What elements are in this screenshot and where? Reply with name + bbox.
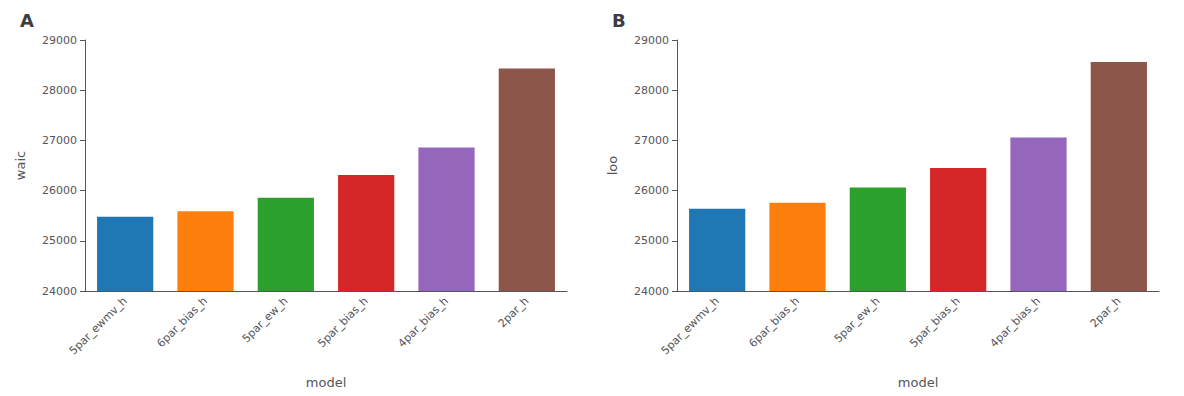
svg-text:25000: 25000 — [42, 234, 77, 247]
svg-text:6par_bias_h: 6par_bias_h — [154, 294, 210, 350]
svg-text:model: model — [306, 375, 346, 390]
svg-text:A: A — [20, 10, 34, 31]
svg-text:28000: 28000 — [634, 84, 669, 97]
svg-text:27000: 27000 — [634, 134, 669, 147]
svg-text:loo: loo — [605, 156, 620, 176]
svg-text:2par_h: 2par_h — [496, 294, 532, 330]
svg-text:5par_ew_h: 5par_ew_h — [832, 294, 883, 345]
svg-text:5par_bias_h: 5par_bias_h — [907, 294, 963, 350]
svg-text:model: model — [898, 375, 938, 390]
svg-text:waic: waic — [13, 151, 28, 180]
svg-text:28000: 28000 — [42, 84, 77, 97]
svg-text:5par_ewmv_h: 5par_ewmv_h — [67, 294, 130, 357]
svg-text:6par_bias_h: 6par_bias_h — [746, 294, 802, 350]
svg-text:5par_bias_h: 5par_bias_h — [315, 294, 371, 350]
svg-text:27000: 27000 — [42, 134, 77, 147]
svg-text:26000: 26000 — [634, 184, 669, 197]
svg-text:5par_ewmv_h: 5par_ewmv_h — [659, 294, 722, 357]
svg-text:29000: 29000 — [42, 34, 77, 47]
svg-text:29000: 29000 — [634, 34, 669, 47]
svg-text:5par_ew_h: 5par_ew_h — [240, 294, 291, 345]
svg-text:25000: 25000 — [634, 234, 669, 247]
svg-text:26000: 26000 — [42, 184, 77, 197]
svg-text:B: B — [612, 10, 626, 31]
svg-text:4par_bias_h: 4par_bias_h — [395, 294, 451, 350]
svg-text:24000: 24000 — [634, 285, 669, 298]
svg-text:24000: 24000 — [42, 285, 77, 298]
svg-text:4par_bias_h: 4par_bias_h — [987, 294, 1043, 350]
svg-text:2par_h: 2par_h — [1088, 294, 1124, 330]
